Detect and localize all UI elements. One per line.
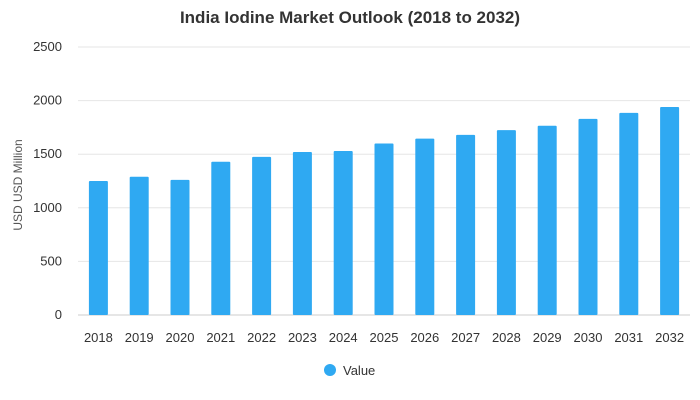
x-tick-label: 2025 (370, 330, 399, 345)
x-tick-label: 2019 (125, 330, 154, 345)
chart-title: India Iodine Market Outlook (2018 to 203… (179, 8, 521, 27)
x-tick-label: 2018 (84, 330, 113, 345)
bar-2025[interactable] (374, 143, 394, 315)
bar-2028[interactable] (496, 130, 516, 315)
x-tick-label: 2031 (614, 330, 643, 345)
bar-2024[interactable] (333, 150, 353, 315)
x-tick-label: 2028 (492, 330, 521, 345)
x-tick-label: 2026 (410, 330, 439, 345)
bar-2026[interactable] (415, 138, 435, 315)
x-tick-label: 2032 (655, 330, 684, 345)
y-tick-label: 2500 (33, 39, 62, 54)
bar-2030[interactable] (578, 118, 598, 315)
y-tick-label: 1000 (33, 200, 62, 215)
bar-2021[interactable] (211, 161, 231, 315)
bar-2019[interactable] (129, 176, 149, 315)
bar-2022[interactable] (252, 156, 272, 315)
x-tick-label: 2030 (574, 330, 603, 345)
bar-2023[interactable] (292, 152, 312, 315)
x-tick-label: 2022 (247, 330, 276, 345)
y-tick-label: 1500 (33, 146, 62, 161)
x-tick-label: 2023 (288, 330, 317, 345)
bar-2029[interactable] (537, 125, 557, 316)
x-axis-tick-labels: 2018 2019 2020 2021 2022 2023 2024 2025 2026 2027… (84, 330, 684, 345)
x-tick-label: 2024 (329, 330, 358, 345)
bar-2018[interactable] (88, 181, 108, 315)
y-tick-label: 0 (55, 307, 62, 322)
legend[interactable]: Value (324, 363, 375, 378)
y-axis-title: USD USD Million (11, 139, 25, 230)
x-tick-label: 2021 (206, 330, 235, 345)
bar-2027[interactable] (456, 134, 476, 315)
x-tick-label: 2020 (166, 330, 195, 345)
y-axis-tick-labels: 0 500 1000 1500 2000 2500 (33, 39, 62, 322)
bar-2032[interactable] (660, 107, 680, 315)
x-tick-label: 2029 (533, 330, 562, 345)
bar-2031[interactable] (619, 112, 639, 315)
y-tick-label: 500 (40, 253, 62, 268)
bars (88, 107, 680, 316)
legend-marker-value (324, 364, 336, 376)
y-tick-label: 2000 (33, 93, 62, 108)
legend-label-value: Value (343, 363, 375, 378)
x-tick-label: 2027 (451, 330, 480, 345)
bar-2020[interactable] (170, 179, 190, 315)
